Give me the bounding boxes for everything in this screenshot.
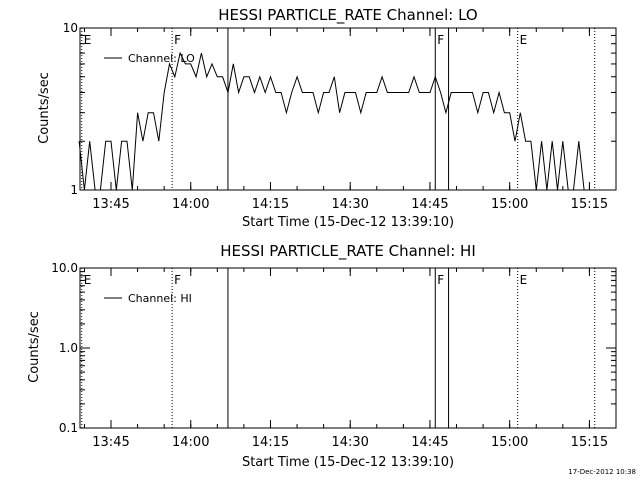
plot-hi-channel: HESSI PARTICLE_RATE Channel: HI Start Ti…: [27, 242, 617, 470]
x-axis-label: Start Time (15-Dec-12 13:39:10): [242, 215, 454, 230]
event-marker-label: F: [174, 273, 181, 287]
event-marker-label: E: [84, 33, 92, 47]
x-tick-label: 14:45: [411, 435, 448, 450]
y-tick-label: 1.0: [59, 341, 78, 355]
chart-title: HESSI PARTICLE_RATE Channel: HI: [220, 242, 476, 261]
event-marker-label: F: [437, 273, 444, 287]
legend-entry: Channel: HI: [128, 292, 192, 305]
event-marker-label: E: [520, 33, 528, 47]
x-tick-label: 13:45: [92, 197, 129, 212]
footer-timestamp: 17-Dec-2012 10:38: [568, 468, 636, 476]
y-axis-label: Counts/sec: [27, 311, 42, 383]
y-tick-label: 0.1: [59, 421, 78, 435]
x-tick-label: 14:00: [172, 435, 209, 450]
x-tick-label: 14:30: [331, 435, 368, 450]
x-axis-label: Start Time (15-Dec-12 13:39:10): [242, 455, 454, 470]
chart-title: HESSI PARTICLE_RATE Channel: LO: [218, 6, 477, 25]
event-marker-label: F: [174, 33, 181, 47]
x-tick-label: 15:00: [491, 435, 528, 450]
y-tick-label: 1: [70, 183, 78, 197]
x-tick-label: 15:00: [491, 197, 528, 212]
y-tick-label: 10.0: [51, 261, 78, 275]
x-tick-label: 14:45: [411, 197, 448, 212]
y-tick-label: 10: [63, 21, 78, 35]
x-tick-label: 15:15: [571, 197, 608, 212]
x-tick-label: 14:15: [252, 197, 289, 212]
y-axis-label: Counts/sec: [37, 72, 52, 144]
x-tick-label: 14:15: [252, 435, 289, 450]
plot-lo-channel: HESSI PARTICLE_RATE Channel: LO Start Ti…: [37, 6, 617, 230]
x-tick-label: 14:30: [331, 197, 368, 212]
x-tick-label: 15:15: [571, 435, 608, 450]
x-tick-label: 13:45: [92, 435, 129, 450]
x-tick-label: 14:00: [172, 197, 209, 212]
event-marker-label: E: [84, 273, 92, 287]
event-marker-label: E: [520, 273, 528, 287]
series-line: [78, 51, 585, 191]
event-marker-label: F: [437, 33, 444, 47]
plot-frame: [79, 27, 617, 191]
